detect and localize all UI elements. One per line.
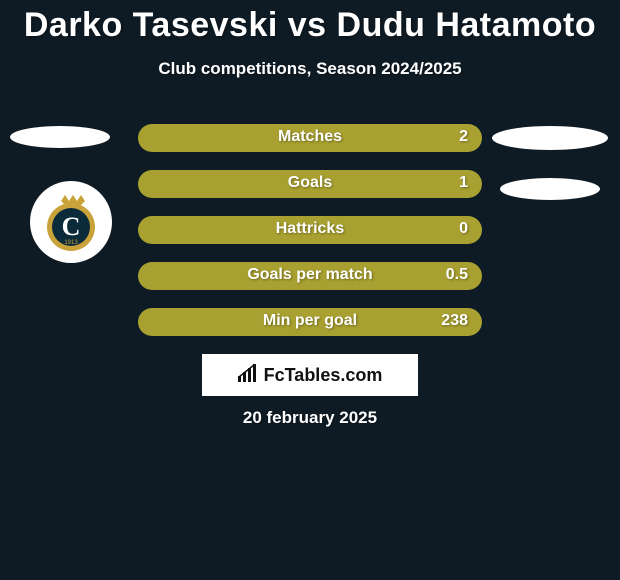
- page-root: Darko Tasevski vs Dudu Hatamoto Club com…: [0, 0, 620, 580]
- stat-label: Goals: [138, 174, 482, 192]
- club-badge: C 1913: [30, 181, 112, 263]
- stat-value: 0: [459, 220, 468, 238]
- stat-value: 0.5: [446, 266, 468, 284]
- stat-bar: Matches2: [138, 124, 482, 152]
- stat-label: Goals per match: [138, 266, 482, 284]
- stat-bar: Min per goal238: [138, 308, 482, 336]
- footer-date: 20 february 2025: [0, 408, 620, 428]
- stat-label: Min per goal: [138, 312, 482, 330]
- stat-value: 2: [459, 128, 468, 146]
- stat-label: Hattricks: [138, 220, 482, 238]
- club-badge-letter: C: [62, 212, 81, 241]
- stat-bar: Goals1: [138, 170, 482, 198]
- stat-bar: Goals per match0.5: [138, 262, 482, 290]
- page-subtitle: Club competitions, Season 2024/2025: [0, 59, 620, 79]
- player-right-pill-top: [492, 126, 608, 150]
- branding-chart-icon: [238, 364, 258, 387]
- club-badge-inner: C 1913: [40, 191, 102, 253]
- player-left-pill: [10, 126, 110, 148]
- page-title: Darko Tasevski vs Dudu Hatamoto: [0, 0, 620, 45]
- club-badge-svg: C 1913: [40, 191, 102, 253]
- branding-box[interactable]: FcTables.com: [202, 354, 418, 396]
- stat-bar: Hattricks0: [138, 216, 482, 244]
- branding-text: FcTables.com: [264, 365, 383, 386]
- club-badge-year: 1913: [64, 240, 78, 246]
- stat-value: 238: [441, 312, 468, 330]
- player-right-pill-bottom: [500, 178, 600, 200]
- stat-value: 1: [459, 174, 468, 192]
- stat-label: Matches: [138, 128, 482, 146]
- stats-container: Matches2Goals1Hattricks0Goals per match0…: [138, 124, 482, 354]
